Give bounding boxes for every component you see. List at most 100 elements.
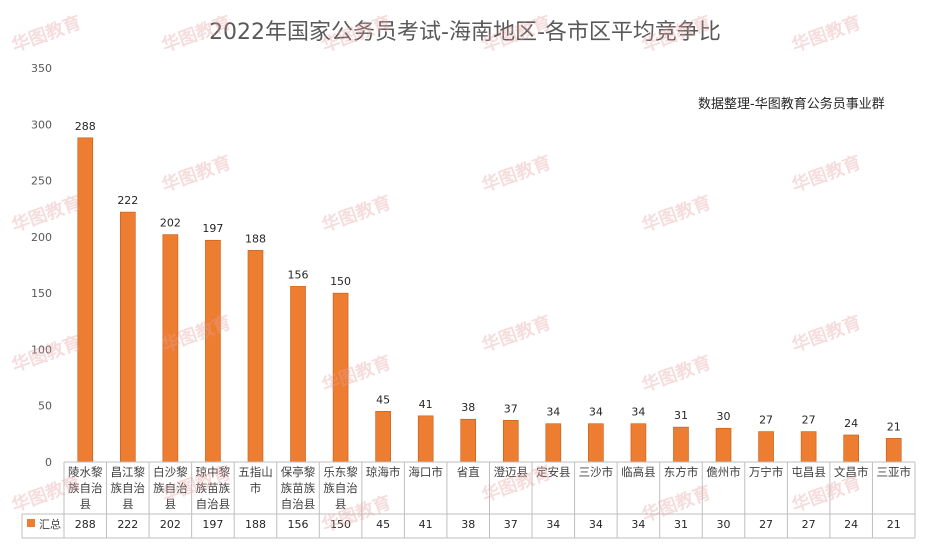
table-value: 30 bbox=[717, 518, 731, 531]
table-value: 37 bbox=[504, 518, 518, 531]
data-label: 30 bbox=[717, 410, 731, 423]
table-value: 24 bbox=[844, 518, 858, 531]
category-label: 省直 bbox=[457, 465, 480, 479]
category-label: 县 bbox=[165, 497, 177, 511]
data-label: 34 bbox=[589, 406, 603, 419]
category-label: 万宁市 bbox=[749, 465, 784, 479]
bar bbox=[588, 423, 604, 463]
bar bbox=[885, 438, 902, 463]
data-label: 34 bbox=[631, 406, 645, 419]
y-tick-label: 0 bbox=[45, 456, 52, 469]
bar bbox=[715, 427, 732, 463]
table-value: 27 bbox=[759, 518, 773, 531]
chart-title: 2022年国家公务员考试-海南地区-各市区平均竞争比 bbox=[209, 20, 721, 45]
data-label: 37 bbox=[504, 402, 518, 415]
data-label: 24 bbox=[844, 417, 858, 430]
category-label: 县 bbox=[122, 497, 134, 511]
table-value: 202 bbox=[160, 518, 181, 531]
category-label: 族自治 bbox=[153, 481, 188, 495]
bar bbox=[545, 423, 562, 463]
data-label: 38 bbox=[461, 401, 475, 414]
data-label: 188 bbox=[245, 232, 266, 245]
data-label: 150 bbox=[330, 275, 351, 288]
y-tick-label: 150 bbox=[31, 287, 52, 300]
chart-source-note: 数据整理-华图教育公务员事业群 bbox=[698, 97, 885, 112]
data-label: 45 bbox=[376, 393, 390, 406]
category-label: 乐东黎 bbox=[323, 465, 358, 479]
bar bbox=[843, 434, 859, 463]
category-label: 海口市 bbox=[408, 465, 443, 479]
category-label: 琼中黎 bbox=[196, 465, 231, 479]
category-label: 三亚市 bbox=[876, 465, 911, 479]
table-value: 45 bbox=[376, 518, 390, 531]
bar bbox=[162, 234, 179, 463]
table-value: 288 bbox=[75, 518, 96, 531]
category-label: 琼海市 bbox=[366, 465, 401, 479]
data-label: 156 bbox=[288, 268, 309, 281]
category-label: 族自治 bbox=[323, 481, 358, 495]
bar bbox=[290, 286, 306, 463]
bar bbox=[77, 137, 94, 463]
table-value: 34 bbox=[631, 518, 645, 531]
y-tick-label: 350 bbox=[31, 62, 52, 75]
category-label: 族自治 bbox=[68, 481, 103, 495]
bar bbox=[375, 411, 391, 463]
bar bbox=[673, 426, 689, 463]
data-label: 27 bbox=[802, 414, 816, 427]
data-label: 197 bbox=[202, 222, 223, 235]
legend-swatch bbox=[27, 519, 35, 527]
table-value: 41 bbox=[419, 518, 433, 531]
category-label: 县 bbox=[335, 497, 347, 511]
table-value: 150 bbox=[330, 518, 351, 531]
data-label: 21 bbox=[887, 420, 901, 433]
table-value: 38 bbox=[461, 518, 475, 531]
table-value: 31 bbox=[674, 518, 688, 531]
bar bbox=[758, 431, 774, 463]
bar bbox=[630, 423, 647, 463]
table-value: 188 bbox=[245, 518, 266, 531]
category-label: 临高县 bbox=[621, 465, 656, 479]
bar bbox=[460, 418, 477, 463]
category-label: 族苗族 bbox=[196, 481, 231, 495]
table-value: 34 bbox=[589, 518, 603, 531]
data-label: 31 bbox=[674, 409, 688, 422]
bar bbox=[332, 292, 349, 463]
category-label: 县 bbox=[80, 497, 92, 511]
category-label: 儋州市 bbox=[706, 465, 741, 479]
y-tick-label: 250 bbox=[31, 175, 52, 188]
category-label: 保亭黎 bbox=[281, 465, 316, 479]
bar bbox=[247, 250, 264, 463]
y-tick-label: 200 bbox=[31, 231, 52, 244]
data-label: 34 bbox=[546, 406, 560, 419]
table-value: 34 bbox=[546, 518, 560, 531]
category-label: 屯昌县 bbox=[791, 465, 826, 479]
category-label: 三沙市 bbox=[579, 465, 614, 479]
category-label: 定安县 bbox=[536, 465, 571, 479]
category-label: 陵水黎 bbox=[68, 465, 103, 479]
bar bbox=[800, 431, 817, 463]
table-value: 21 bbox=[887, 518, 901, 531]
category-label: 东方市 bbox=[664, 465, 699, 479]
legend-series-name: 汇总 bbox=[39, 517, 61, 531]
table-value: 156 bbox=[288, 518, 309, 531]
table-value: 197 bbox=[202, 518, 223, 531]
bar bbox=[417, 415, 434, 463]
category-label: 昌江黎 bbox=[111, 465, 146, 479]
y-tick-label: 100 bbox=[31, 343, 52, 356]
table-value: 27 bbox=[802, 518, 816, 531]
data-label: 41 bbox=[419, 398, 433, 411]
table-value: 222 bbox=[117, 518, 138, 531]
y-tick-label: 50 bbox=[38, 400, 52, 413]
category-label: 文昌市 bbox=[834, 465, 869, 479]
category-label: 市 bbox=[250, 481, 262, 495]
data-label: 202 bbox=[160, 217, 181, 230]
category-label: 族苗族 bbox=[281, 481, 316, 495]
bar bbox=[205, 239, 221, 463]
bar bbox=[502, 420, 519, 463]
data-label: 27 bbox=[759, 414, 773, 427]
data-label: 288 bbox=[75, 120, 96, 133]
category-label: 自治县 bbox=[196, 497, 231, 511]
category-label: 族自治 bbox=[111, 481, 146, 495]
bar bbox=[120, 211, 136, 463]
